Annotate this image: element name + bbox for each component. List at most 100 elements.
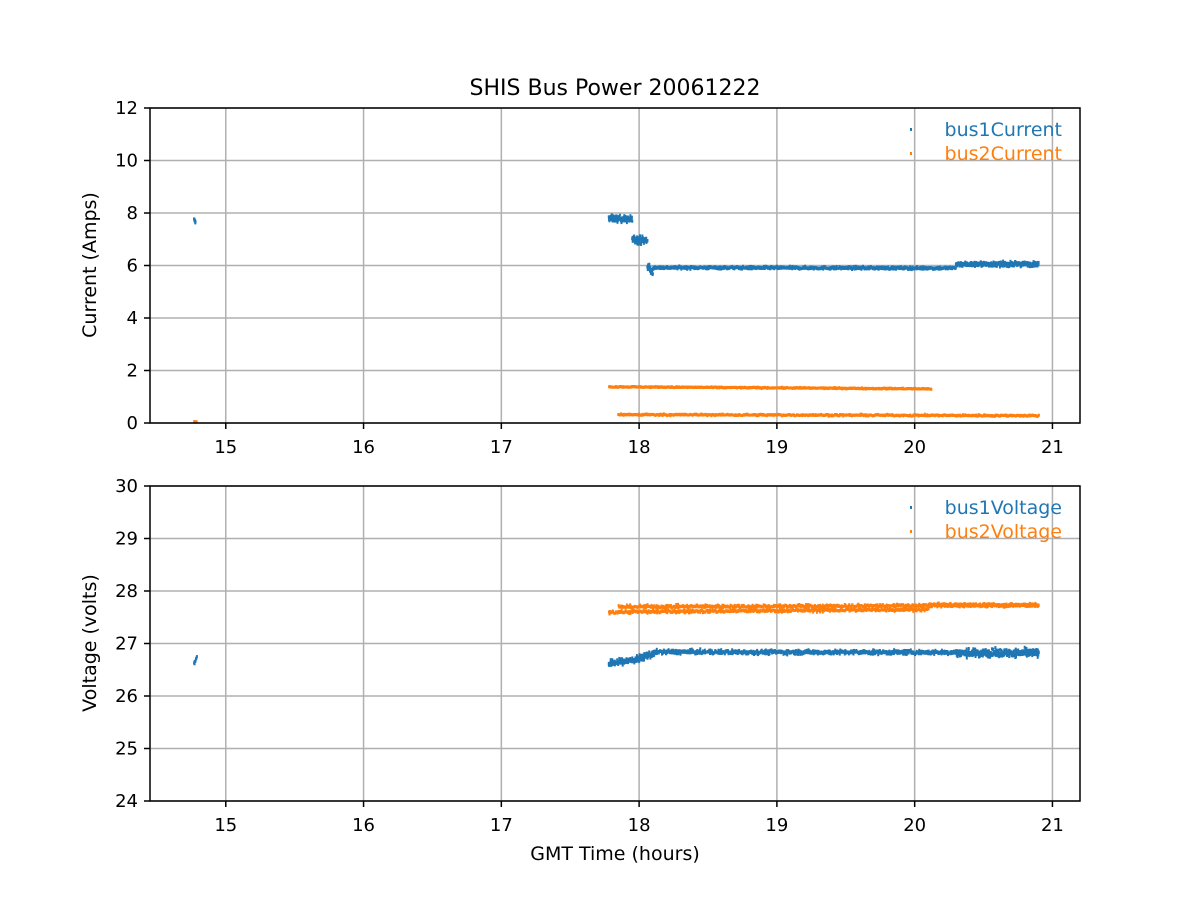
bus2Current-point bbox=[882, 414, 884, 417]
bus2Current-point bbox=[782, 413, 785, 417]
bus2Current-point bbox=[707, 413, 710, 417]
bus1Voltage-point bbox=[1000, 654, 1003, 658]
current-y-tick-label: 6 bbox=[127, 256, 138, 277]
bus1Voltage-point bbox=[871, 649, 874, 653]
bus2Voltage-point bbox=[721, 609, 724, 613]
bus2Voltage-point bbox=[666, 611, 669, 615]
bus2Voltage-point bbox=[645, 605, 648, 609]
current-x-tick-label: 15 bbox=[214, 437, 237, 458]
bus1Voltage-point bbox=[740, 650, 743, 654]
bus2Voltage-point bbox=[806, 603, 809, 607]
bus1Voltage-point bbox=[940, 648, 943, 652]
bus2Voltage-point bbox=[635, 609, 638, 613]
bus1Voltage-point bbox=[996, 649, 999, 653]
bus2Voltage-point bbox=[806, 605, 809, 609]
bus2Current-point bbox=[917, 387, 920, 391]
bus2Voltage-point bbox=[780, 610, 783, 614]
bus1Voltage-point bbox=[194, 659, 197, 663]
bus2Voltage-point bbox=[821, 605, 824, 609]
bus2Current-point bbox=[725, 386, 728, 390]
bus2Current-point bbox=[817, 413, 820, 417]
bus2Current-point bbox=[969, 414, 972, 418]
bus2Current-point bbox=[701, 413, 704, 417]
bus2Current-point bbox=[667, 413, 670, 417]
bus2Voltage-point bbox=[714, 608, 717, 612]
bus2Current-point bbox=[989, 414, 992, 418]
bus2Current-point bbox=[767, 413, 770, 417]
bus2Voltage-point bbox=[646, 603, 649, 607]
current-y-tick-label: 2 bbox=[127, 361, 138, 382]
bus2Current-point bbox=[794, 414, 797, 418]
bus1Voltage-point bbox=[896, 652, 899, 656]
bus1Current-point bbox=[645, 236, 648, 240]
bus2Voltage-point bbox=[683, 611, 686, 615]
bus2Current-point bbox=[661, 413, 664, 417]
bus2Voltage-point bbox=[670, 611, 673, 614]
bus1Voltage-point bbox=[890, 650, 893, 654]
bus1Voltage-point bbox=[770, 648, 773, 652]
bus2Current-point bbox=[855, 387, 858, 391]
bus2Current-point bbox=[889, 386, 892, 390]
bus2Voltage-point bbox=[756, 604, 759, 608]
bus1Current-point bbox=[1003, 264, 1006, 268]
bus2Current-point bbox=[728, 413, 731, 417]
bus2Voltage-point bbox=[899, 608, 901, 612]
bus2Current-point bbox=[815, 386, 818, 390]
bus1Voltage-point bbox=[918, 651, 921, 655]
bus2Voltage-point bbox=[752, 610, 755, 613]
bus2Current-point bbox=[1013, 414, 1016, 417]
chart-title: SHIS Bus Power 20061222 bbox=[470, 76, 761, 101]
bus1Current-point bbox=[1037, 263, 1040, 267]
bus2Current-point bbox=[776, 386, 779, 390]
bus1Voltage-point bbox=[696, 652, 699, 655]
bus2Voltage-point bbox=[949, 601, 952, 605]
bus2Voltage-point bbox=[765, 607, 768, 611]
bus1Voltage-point bbox=[997, 648, 1000, 652]
bus2Voltage-point bbox=[896, 608, 899, 612]
bus1Current-point bbox=[636, 237, 638, 241]
bus2Voltage-point bbox=[884, 607, 887, 611]
bus2Current-point bbox=[893, 414, 896, 418]
bus1Current-point bbox=[647, 263, 650, 267]
bus1Voltage-point bbox=[719, 651, 722, 655]
bus1Voltage-point bbox=[723, 652, 726, 656]
bus1Voltage-point bbox=[1003, 653, 1006, 657]
bus2Current-point bbox=[843, 386, 846, 390]
bus2Voltage-point bbox=[666, 603, 669, 607]
bus2Current-point bbox=[738, 413, 741, 417]
bus1Current-point bbox=[642, 241, 645, 245]
bus2Voltage-point bbox=[763, 608, 766, 612]
bus2Voltage-point bbox=[819, 610, 821, 614]
bus2Voltage-point bbox=[689, 608, 692, 612]
bus2Current-legend-marker bbox=[910, 152, 912, 155]
bus1Voltage-point bbox=[974, 647, 977, 651]
bus1Voltage-point bbox=[720, 648, 723, 652]
bus2Current-point bbox=[988, 413, 991, 417]
bus2Voltage-point bbox=[954, 602, 957, 606]
bus1Current-point bbox=[608, 219, 611, 223]
bus2Voltage-point bbox=[777, 610, 780, 614]
bus1Current-point bbox=[625, 221, 628, 225]
bus1Voltage-point bbox=[992, 647, 995, 651]
bus1Voltage-point bbox=[649, 656, 652, 660]
bus1Current-point bbox=[692, 265, 695, 269]
bus1Voltage-point bbox=[801, 652, 804, 656]
bus2Current-point bbox=[862, 414, 865, 418]
bus2Current-point bbox=[774, 386, 776, 390]
bus2Current-point bbox=[782, 386, 785, 390]
bus1Voltage-point bbox=[757, 653, 760, 657]
bus2Voltage-point bbox=[655, 604, 658, 608]
bus1Current-point bbox=[607, 215, 610, 219]
bus2Current-point bbox=[805, 413, 807, 417]
bus2Current-point bbox=[899, 414, 901, 418]
bus2Current-point bbox=[849, 413, 852, 417]
bus1Voltage-point bbox=[690, 647, 693, 651]
bus2Current-point bbox=[852, 413, 855, 417]
bus2Voltage-point bbox=[817, 605, 820, 609]
current-y-tick-label: 0 bbox=[127, 413, 138, 434]
bus2Current-point bbox=[832, 414, 835, 418]
bus1Current-point bbox=[649, 266, 652, 269]
bus2Current-point bbox=[846, 387, 849, 391]
bus1Current-point bbox=[867, 265, 870, 269]
